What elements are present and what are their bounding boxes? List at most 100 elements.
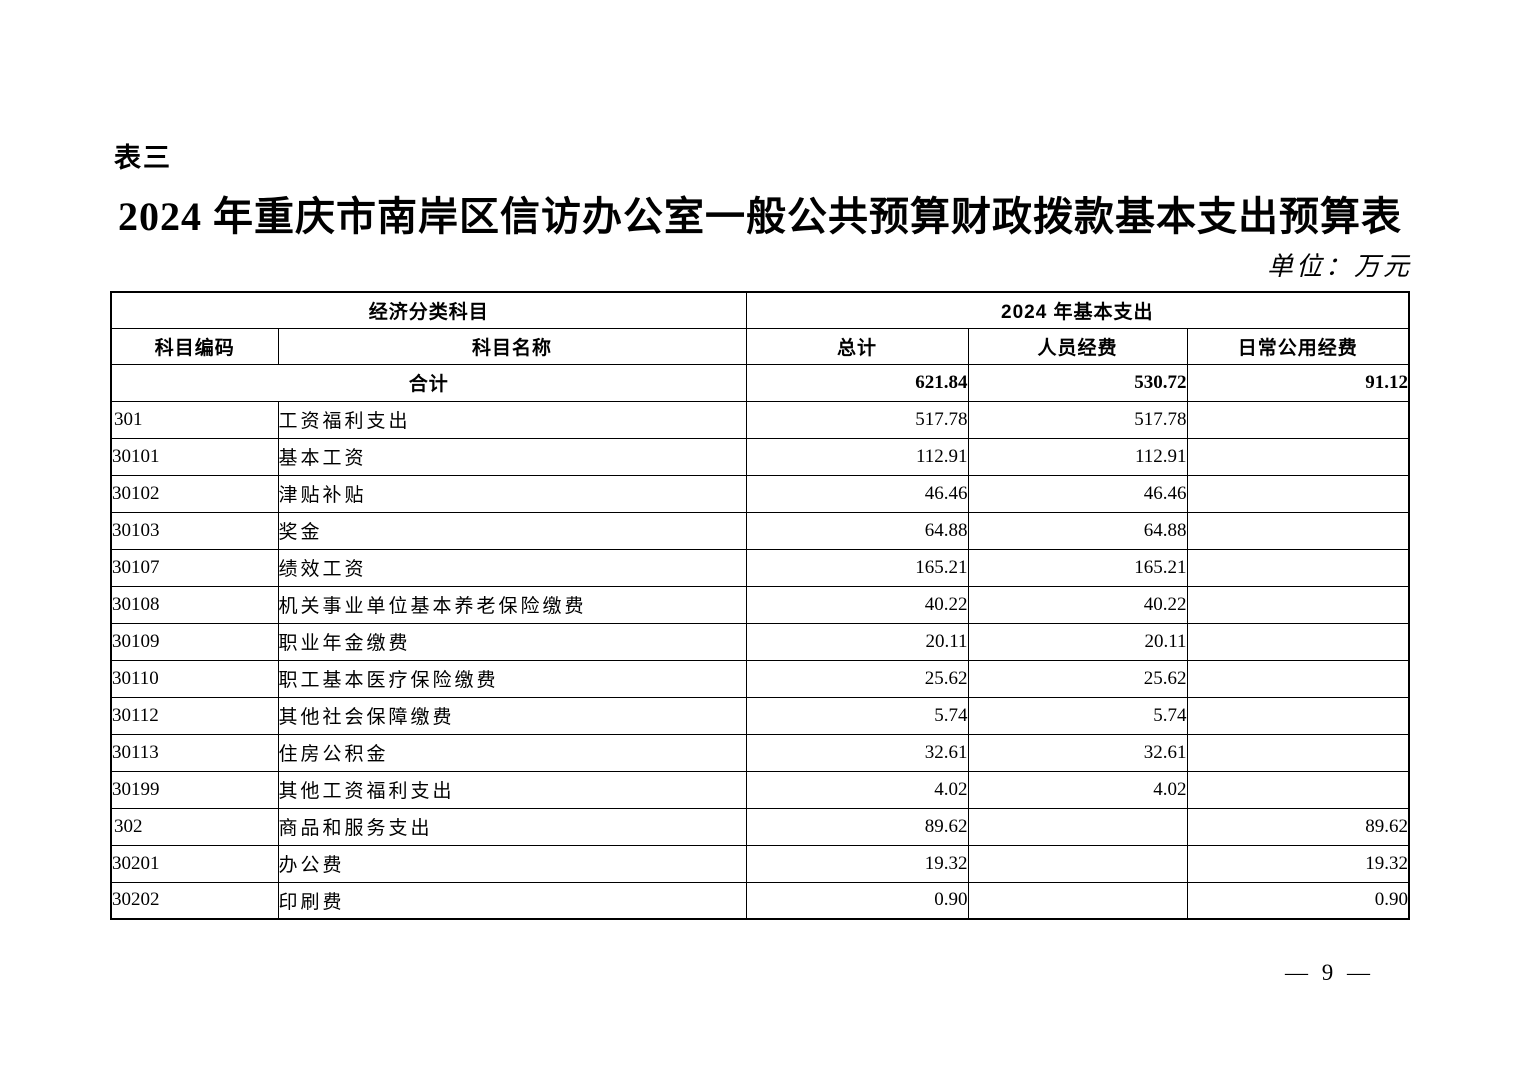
table-row: 30103 奖金 64.88 64.88 xyxy=(110,511,1410,550)
cell-subject-name: 住房公积金 xyxy=(277,733,747,772)
header-personnel-funds: 人员经费 xyxy=(967,327,1188,365)
cell-subject-name: 工资福利支出 xyxy=(277,400,747,439)
cell-daily xyxy=(1186,400,1410,439)
cell-subject-code: 30199 xyxy=(110,770,279,809)
cell-subject-code: 30102 xyxy=(110,474,279,513)
cell-subject-code: 30110 xyxy=(110,659,279,698)
table-row: 30199 其他工资福利支出 4.02 4.02 xyxy=(110,770,1410,809)
cell-personnel: 5.74 xyxy=(967,696,1188,735)
total-row-total: 621.84 xyxy=(745,363,969,402)
cell-daily xyxy=(1186,696,1410,735)
header-daily-public-funds: 日常公用经费 xyxy=(1186,327,1410,365)
cell-total: 517.78 xyxy=(745,400,969,439)
cell-daily: 0.90 xyxy=(1186,881,1410,920)
header-economic-classification: 经济分类科目 xyxy=(110,291,747,329)
header-total: 总计 xyxy=(745,327,969,365)
header-column-row: 科目编码 科目名称 总计 人员经费 日常公用经费 xyxy=(110,327,1410,365)
budget-table: 经济分类科目 2024 年基本支出 科目编码 科目名称 总计 人员经费 日常公用… xyxy=(110,291,1411,920)
cell-subject-code: 30101 xyxy=(110,437,279,476)
table-row: 30202 印刷费 0.90 0.90 xyxy=(110,881,1410,920)
cell-daily xyxy=(1186,659,1410,698)
cell-subject-code: 301 xyxy=(110,400,279,439)
cell-total: 5.74 xyxy=(745,696,969,735)
page-title: 2024 年重庆市南岸区信访办公室一般公共预算财政拨款基本支出预算表 xyxy=(118,194,1402,239)
cell-personnel: 40.22 xyxy=(967,585,1188,624)
cell-personnel: 20.11 xyxy=(967,622,1188,661)
cell-total: 89.62 xyxy=(745,807,969,846)
cell-subject-name: 职业年金缴费 xyxy=(277,622,747,661)
cell-daily: 19.32 xyxy=(1186,844,1410,883)
cell-daily xyxy=(1186,585,1410,624)
header-subject-code: 科目编码 xyxy=(110,327,279,365)
cell-subject-name: 基本工资 xyxy=(277,437,747,476)
cell-total: 4.02 xyxy=(745,770,969,809)
cell-total: 0.90 xyxy=(745,881,969,920)
cell-subject-name: 津贴补贴 xyxy=(277,474,747,513)
cell-total: 40.22 xyxy=(745,585,969,624)
cell-subject-name: 职工基本医疗保险缴费 xyxy=(277,659,747,698)
cell-personnel xyxy=(967,881,1188,920)
table-row: 30110 职工基本医疗保险缴费 25.62 25.62 xyxy=(110,659,1410,698)
page-number: — 9 — xyxy=(1285,960,1374,985)
cell-total: 25.62 xyxy=(745,659,969,698)
cell-personnel: 25.62 xyxy=(967,659,1188,698)
header-2024-basic-expenditure: 2024 年基本支出 xyxy=(745,291,1410,329)
cell-personnel xyxy=(967,807,1188,846)
cell-daily xyxy=(1186,437,1410,476)
table-row: 30107 绩效工资 165.21 165.21 xyxy=(110,548,1410,587)
cell-total: 19.32 xyxy=(745,844,969,883)
cell-subject-code: 30103 xyxy=(110,511,279,550)
cell-subject-code: 30108 xyxy=(110,585,279,624)
cell-daily xyxy=(1186,733,1410,772)
table-row: 30113 住房公积金 32.61 32.61 xyxy=(110,733,1410,772)
cell-daily xyxy=(1186,474,1410,513)
cell-total: 32.61 xyxy=(745,733,969,772)
cell-personnel: 4.02 xyxy=(967,770,1188,809)
cell-personnel: 112.91 xyxy=(967,437,1188,476)
cell-subject-code: 30201 xyxy=(110,844,279,883)
cell-total: 64.88 xyxy=(745,511,969,550)
total-row: 合计 621.84 530.72 91.12 xyxy=(110,363,1410,402)
cell-subject-name: 办公费 xyxy=(277,844,747,883)
cell-subject-name: 其他工资福利支出 xyxy=(277,770,747,809)
table-row: 30109 职业年金缴费 20.11 20.11 xyxy=(110,622,1410,661)
total-row-daily: 91.12 xyxy=(1186,363,1410,402)
cell-personnel: 517.78 xyxy=(967,400,1188,439)
cell-personnel: 32.61 xyxy=(967,733,1188,772)
table-row: 30108 机关事业单位基本养老保险缴费 40.22 40.22 xyxy=(110,585,1410,624)
cell-subject-code: 302 xyxy=(110,807,279,846)
cell-subject-code: 30107 xyxy=(110,548,279,587)
cell-subject-name: 印刷费 xyxy=(277,881,747,920)
table-number-label: 表三 xyxy=(114,143,172,173)
cell-daily xyxy=(1186,770,1410,809)
cell-daily xyxy=(1186,511,1410,550)
cell-subject-name: 奖金 xyxy=(277,511,747,550)
cell-daily xyxy=(1186,622,1410,661)
cell-personnel: 165.21 xyxy=(967,548,1188,587)
cell-subject-name: 其他社会保障缴费 xyxy=(277,696,747,735)
total-row-personnel: 530.72 xyxy=(967,363,1188,402)
unit-note: 单位：万元 xyxy=(1266,252,1412,281)
cell-personnel: 64.88 xyxy=(967,511,1188,550)
cell-subject-name: 商品和服务支出 xyxy=(277,807,747,846)
cell-personnel: 46.46 xyxy=(967,474,1188,513)
table-row: 30201 办公费 19.32 19.32 xyxy=(110,844,1410,883)
table-row: 301 工资福利支出 517.78 517.78 xyxy=(110,400,1410,439)
total-row-label: 合计 xyxy=(110,363,747,402)
header-subject-name: 科目名称 xyxy=(277,327,747,365)
table-row: 30101 基本工资 112.91 112.91 xyxy=(110,437,1410,476)
table-row: 30112 其他社会保障缴费 5.74 5.74 xyxy=(110,696,1410,735)
cell-personnel xyxy=(967,844,1188,883)
table-row: 302 商品和服务支出 89.62 89.62 xyxy=(110,807,1410,846)
cell-subject-name: 绩效工资 xyxy=(277,548,747,587)
header-group-row: 经济分类科目 2024 年基本支出 xyxy=(110,291,1410,329)
cell-subject-code: 30113 xyxy=(110,733,279,772)
cell-subject-code: 30112 xyxy=(110,696,279,735)
cell-total: 20.11 xyxy=(745,622,969,661)
cell-total: 165.21 xyxy=(745,548,969,587)
cell-daily xyxy=(1186,548,1410,587)
table-row: 30102 津贴补贴 46.46 46.46 xyxy=(110,474,1410,513)
cell-subject-code: 30109 xyxy=(110,622,279,661)
cell-daily: 89.62 xyxy=(1186,807,1410,846)
